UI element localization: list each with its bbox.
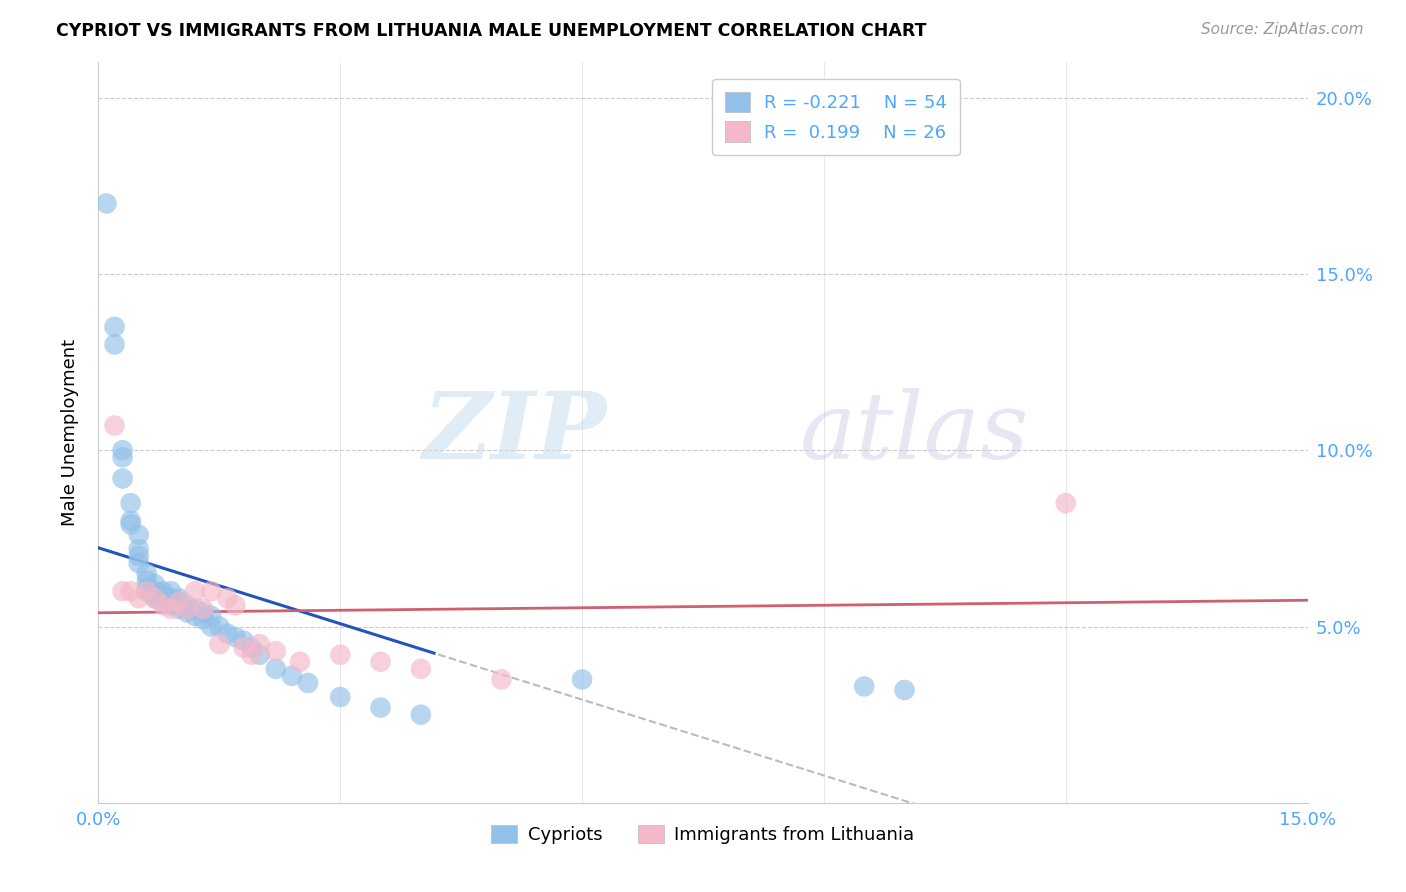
Point xyxy=(152,599,174,613)
Point xyxy=(128,549,150,563)
Point xyxy=(143,591,166,606)
Point xyxy=(232,640,254,655)
Point xyxy=(176,602,198,616)
Point xyxy=(208,619,231,633)
Point xyxy=(167,602,190,616)
Point xyxy=(160,602,183,616)
Text: CYPRIOT VS IMMIGRANTS FROM LITHUANIA MALE UNEMPLOYMENT CORRELATION CHART: CYPRIOT VS IMMIGRANTS FROM LITHUANIA MAL… xyxy=(56,22,927,40)
Point xyxy=(111,450,134,465)
Point xyxy=(167,595,190,609)
Point xyxy=(491,673,513,687)
Point xyxy=(224,599,246,613)
Point xyxy=(128,556,150,570)
Point xyxy=(143,584,166,599)
Point xyxy=(184,584,207,599)
Point xyxy=(96,196,118,211)
Point xyxy=(208,637,231,651)
Point xyxy=(152,584,174,599)
Point xyxy=(152,595,174,609)
Point xyxy=(135,581,157,595)
Point xyxy=(167,591,190,606)
Text: Source: ZipAtlas.com: Source: ZipAtlas.com xyxy=(1201,22,1364,37)
Point xyxy=(135,574,157,588)
Point xyxy=(143,591,166,606)
Point xyxy=(224,630,246,644)
Point xyxy=(297,676,319,690)
Point xyxy=(152,588,174,602)
Point xyxy=(264,662,287,676)
Y-axis label: Male Unemployment: Male Unemployment xyxy=(60,339,79,526)
Point xyxy=(128,528,150,542)
Point xyxy=(176,602,198,616)
Point xyxy=(409,662,432,676)
Point xyxy=(120,584,142,599)
Point xyxy=(281,669,304,683)
Point xyxy=(111,471,134,485)
Point xyxy=(853,680,876,694)
Point xyxy=(193,602,215,616)
Point xyxy=(143,588,166,602)
Point xyxy=(135,584,157,599)
Point xyxy=(329,690,352,704)
Point xyxy=(217,591,239,606)
Point xyxy=(571,673,593,687)
Point xyxy=(249,648,271,662)
Point xyxy=(193,612,215,626)
Point xyxy=(184,602,207,616)
Point xyxy=(176,599,198,613)
Point xyxy=(200,619,222,633)
Point xyxy=(135,584,157,599)
Point xyxy=(167,595,190,609)
Point xyxy=(193,606,215,620)
Point xyxy=(128,541,150,556)
Point xyxy=(120,517,142,532)
Point xyxy=(143,577,166,591)
Point xyxy=(160,599,183,613)
Point xyxy=(200,609,222,624)
Point xyxy=(184,609,207,624)
Point xyxy=(264,644,287,658)
Point xyxy=(111,443,134,458)
Point xyxy=(200,584,222,599)
Point xyxy=(120,496,142,510)
Point xyxy=(1054,496,1077,510)
Point xyxy=(128,591,150,606)
Point xyxy=(240,648,263,662)
Point xyxy=(249,637,271,651)
Point xyxy=(120,514,142,528)
Point xyxy=(893,683,915,698)
Point xyxy=(111,584,134,599)
Point xyxy=(135,566,157,581)
Point xyxy=(176,606,198,620)
Point xyxy=(160,584,183,599)
Point xyxy=(370,655,392,669)
Point xyxy=(217,626,239,640)
Point xyxy=(103,319,125,334)
Point xyxy=(288,655,311,669)
Point xyxy=(232,633,254,648)
Text: atlas: atlas xyxy=(800,388,1029,477)
Point xyxy=(103,337,125,351)
Point xyxy=(409,707,432,722)
Legend: Cypriots, Immigrants from Lithuania: Cypriots, Immigrants from Lithuania xyxy=(482,815,924,853)
Point xyxy=(329,648,352,662)
Point xyxy=(370,700,392,714)
Point xyxy=(160,591,183,606)
Point xyxy=(240,640,263,655)
Text: ZIP: ZIP xyxy=(422,388,606,477)
Point xyxy=(103,418,125,433)
